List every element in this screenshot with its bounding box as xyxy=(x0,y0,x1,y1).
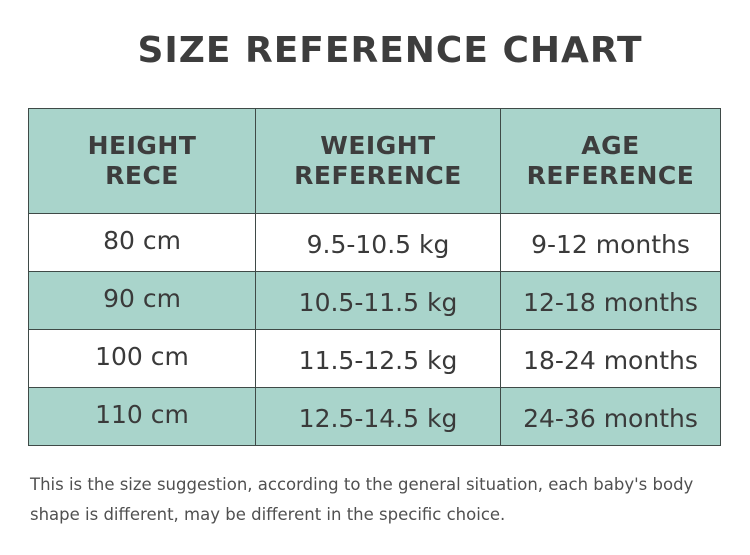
height-value: 100 cm xyxy=(95,342,189,371)
height-cell: 110 cm xyxy=(28,387,256,446)
table-row: 90 cm 10.5-11.5 kg 12-18 months xyxy=(28,271,721,330)
height-cell: 80 cm xyxy=(28,213,256,272)
header-height: HEIGHT RECE xyxy=(28,108,256,214)
table-row: 110 cm 12.5-14.5 kg 24-36 months xyxy=(28,387,721,446)
page-title: SIZE REFERENCE CHART xyxy=(137,30,643,71)
header-height-line1: HEIGHT xyxy=(87,131,197,160)
weight-value: 9.5-10.5 kg xyxy=(306,230,450,259)
weight-cell: 10.5-11.5 kg xyxy=(255,271,501,330)
weight-value: 10.5-11.5 kg xyxy=(298,288,458,317)
height-cell: 100 cm xyxy=(28,329,256,388)
header-age-line2: REFERENCE xyxy=(526,161,695,190)
table-header-row: HEIGHT RECE WEIGHT REFERENCE AGE REFEREN… xyxy=(28,108,721,214)
height-value: 110 cm xyxy=(95,400,189,429)
age-cell: 9-12 months xyxy=(500,213,721,272)
height-value: 90 cm xyxy=(103,284,181,313)
header-age-line1: AGE xyxy=(581,131,640,160)
age-cell: 18-24 months xyxy=(500,329,721,388)
height-cell: 90 cm xyxy=(28,271,256,330)
age-value: 9-12 months xyxy=(531,230,690,259)
header-weight-line2: REFERENCE xyxy=(294,161,462,190)
header-height-line2: RECE xyxy=(105,161,179,190)
weight-value: 11.5-12.5 kg xyxy=(298,346,458,375)
header-weight-line1: WEIGHT xyxy=(320,131,436,160)
size-reference-table: HEIGHT RECE WEIGHT REFERENCE AGE REFEREN… xyxy=(28,108,721,446)
size-disclaimer-note: This is the size suggestion, according t… xyxy=(30,470,730,530)
age-value: 12-18 months xyxy=(523,288,698,317)
table-row: 80 cm 9.5-10.5 kg 9-12 months xyxy=(28,213,721,272)
weight-cell: 11.5-12.5 kg xyxy=(255,329,501,388)
age-cell: 24-36 months xyxy=(500,387,721,446)
header-weight: WEIGHT REFERENCE xyxy=(255,108,501,214)
disclaimer-line-1: This is the size suggestion, according t… xyxy=(30,475,694,494)
height-value: 80 cm xyxy=(103,226,181,255)
weight-cell: 12.5-14.5 kg xyxy=(255,387,501,446)
weight-cell: 9.5-10.5 kg xyxy=(255,213,501,272)
table-row: 100 cm 11.5-12.5 kg 18-24 months xyxy=(28,329,721,388)
weight-value: 12.5-14.5 kg xyxy=(298,404,458,433)
age-value: 24-36 months xyxy=(523,404,698,433)
age-value: 18-24 months xyxy=(523,346,698,375)
header-age: AGE REFERENCE xyxy=(500,108,721,214)
disclaimer-line-2: shape is different, may be different in … xyxy=(30,505,506,524)
age-cell: 12-18 months xyxy=(500,271,721,330)
